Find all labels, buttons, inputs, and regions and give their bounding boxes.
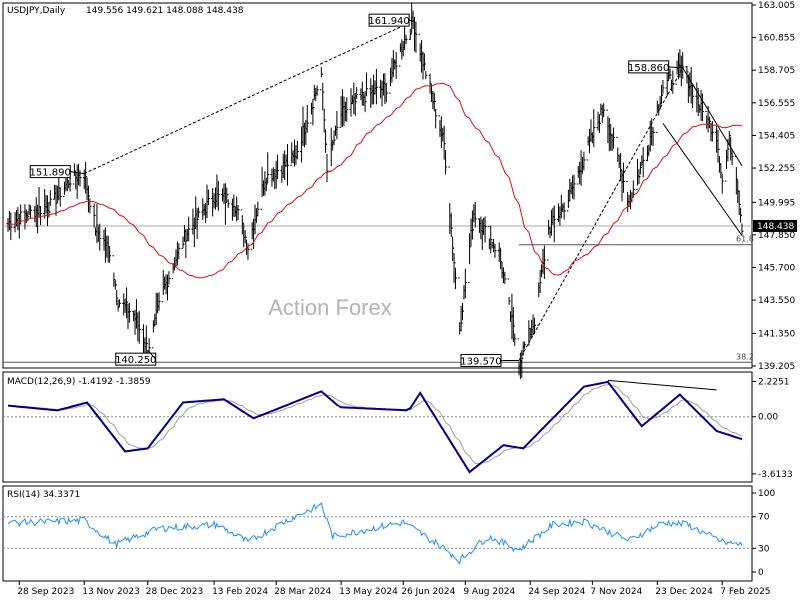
macd-panel: MACD(12,26,9) -1.4192 -1.3859 2.2251 0.00… [2, 371, 793, 483]
price-annotation-label: 161.940 [368, 16, 409, 27]
price-tick-label: 163.005 [758, 1, 795, 11]
date-tick-label: 9 Aug 2024 [463, 587, 515, 597]
price-tick-label: 149.995 [758, 198, 795, 208]
macd-title: MACD(12,26,9) -1.4192 -1.3859 [7, 377, 151, 387]
date-tick-label: 28 Sep 2023 [17, 587, 74, 597]
dotted-trend-line-2 [518, 67, 684, 361]
price-tick-label: 160.855 [758, 34, 795, 44]
date-tick-label: 7 Nov 2024 [590, 587, 642, 597]
date-tick-label: 28 Dec 2023 [146, 587, 204, 597]
macd-main-line [7, 380, 743, 474]
price-annotation-leader [70, 171, 85, 175]
date-tick-label: 26 Jun 2024 [401, 587, 455, 597]
current-price-tag [753, 219, 797, 232]
rsi-line [3, 502, 752, 565]
date-tick-label: 13 May 2024 [339, 587, 398, 597]
price-tick-label: 143.550 [758, 296, 795, 306]
date-tick-label: 13 Feb 2024 [212, 587, 268, 597]
price-tick-label: 147.850 [758, 231, 795, 241]
rsi-tick-label: 0 [758, 568, 764, 578]
dotted-trend-line-1 [84, 20, 414, 175]
date-tick-label: 7 Feb 2025 [720, 587, 770, 597]
price-annotation-label: 140.250 [115, 355, 156, 366]
price-tick-label: 141.350 [758, 329, 795, 339]
price-bars [6, 2, 744, 380]
moving-average [7, 82, 743, 279]
moving-average-line [7, 82, 743, 279]
macd-tick-label: -3.6133 [758, 470, 793, 480]
fib-618-label: 61.8 [736, 235, 754, 244]
price-tick-label: 154.405 [758, 131, 795, 141]
date-tick-label: 23 Dec 2024 [655, 587, 713, 597]
price-annotation-label: 151.890 [30, 168, 71, 179]
price-tick-label: 139.205 [758, 362, 795, 372]
price-y-axis: 163.005 160.855 158.705 156.555 154.405 152.2… [752, 1, 797, 372]
chart-title: USDJPY,Daily [7, 6, 66, 16]
price-tick-label: 152.255 [758, 164, 795, 174]
price-annotations: 161.940 151.890 140.250 139.570 158.860 [30, 13, 683, 367]
macd-divergence-line [607, 379, 717, 391]
rsi-tick-label: 100 [758, 489, 775, 499]
price-tick-label: 156.555 [758, 99, 795, 109]
date-tick-label: 13 Nov 2023 [82, 587, 140, 597]
fib-382-label: 38.2 [736, 352, 754, 361]
macd-tick-label: 2.2251 [758, 378, 790, 388]
rsi-tick-label: 70 [758, 513, 770, 523]
price-tick-label: 145.700 [758, 263, 795, 273]
price-annotation-leader [408, 19, 414, 22]
date-tick-label: 28 Mar 2024 [274, 587, 331, 597]
current-price-label: 148.438 [757, 222, 794, 232]
macd-tick-label: 0.00 [758, 413, 778, 423]
macd-y-axis: 2.2251 0.00 -3.6133 [752, 378, 793, 480]
rsi-title: RSI(14) 34.3371 [7, 490, 80, 500]
price-annotation-label: 139.570 [460, 356, 501, 367]
price-panel: USDJPY,Daily 149.556 149.621 148.088 148… [2, 1, 797, 380]
price-tick-label: 158.705 [758, 66, 795, 76]
rsi-y-axis: 100 70 30 0 [752, 489, 775, 578]
rsi-tick-label: 30 [758, 544, 770, 554]
channel-upper-line [682, 67, 743, 167]
price-annotation-leader [668, 66, 683, 69]
date-axis: 28 Sep 2023 13 Nov 2023 28 Dec 2023 13 Feb … [3, 580, 771, 597]
channel-lower-line [662, 123, 743, 236]
price-annotation-leader [147, 349, 157, 360]
ohlc-readout: 149.556 149.621 148.088 148.438 [86, 6, 244, 16]
date-tick-label: 24 Sep 2024 [528, 587, 585, 597]
watermark: Action Forex [268, 295, 392, 320]
macd-lines [3, 379, 752, 474]
rsi-line [7, 502, 743, 565]
price-annotation-label: 158.860 [628, 63, 669, 74]
